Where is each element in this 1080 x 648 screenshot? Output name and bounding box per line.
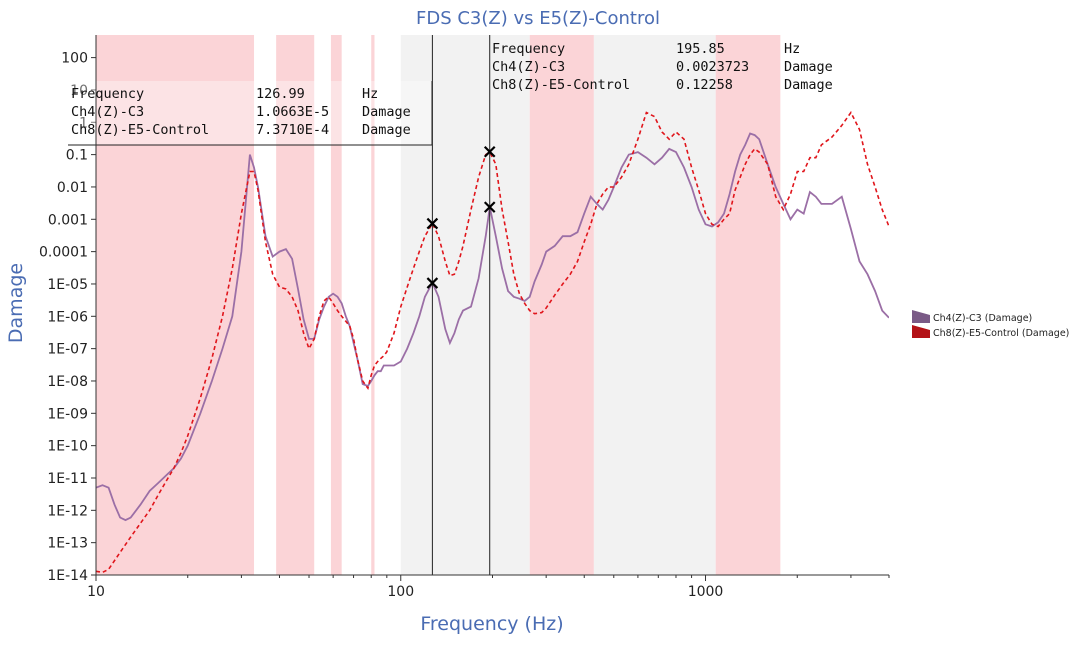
cursor-value: 7.3710E-4 (256, 122, 329, 138)
series-ch8-e5-control-line (96, 110, 889, 574)
legend: Ch4(Z)-C3 (Damage) Ch8(Z)-E5-Control (Dam… (912, 310, 1069, 339)
cursor-marker (483, 145, 496, 158)
cursor-marker (426, 277, 439, 289)
cursor-label: Ch8(Z)-E5-Control (71, 122, 209, 138)
cursor-marker (483, 201, 496, 213)
y-tick-label: 1E-06 (47, 309, 88, 325)
chart-title: FDS C3(Z) vs E5(Z)-Control (416, 8, 660, 29)
y-tick-label: 0.1 (66, 148, 88, 164)
y-tick-label: 1E-08 (47, 374, 88, 390)
cursor-marker-stroke (483, 201, 496, 213)
y-tick-label: 0.0001 (39, 245, 88, 261)
x-axis: 10 100 1000 (87, 575, 890, 600)
y-tick-label: 10 (70, 83, 88, 99)
cursor-unit: Damage (784, 59, 833, 75)
cursor-label: Frequency (71, 86, 144, 102)
y-tick-label: 1 (79, 115, 88, 131)
cursor-marker-stroke (426, 217, 439, 230)
legend-label: Ch8(Z)-E5-Control (Damage) (933, 328, 1069, 339)
legend-label: Ch4(Z)-C3 (Damage) (933, 313, 1032, 324)
y-tick-label: 0.01 (57, 180, 88, 196)
pink-band (715, 35, 781, 575)
cursor-marker (426, 217, 439, 230)
band-shading (96, 35, 781, 575)
y-tick-label: 1E-05 (47, 277, 88, 293)
series-lines (96, 110, 889, 574)
y-axis: 1E-14 1E-13 1E-12 1E-11 1E-10 1E-09 1E-08 1E-07… (39, 51, 96, 584)
cursor-marker-stroke (426, 277, 439, 289)
y-axis-label: Damage (5, 263, 27, 343)
grey-band (593, 35, 716, 575)
y-tick-label: 1E-10 (47, 439, 88, 455)
x-tick-label: 100 (387, 584, 414, 600)
y-tick-label: 1E-12 (47, 503, 88, 519)
legend-swatch (912, 310, 930, 323)
pink-band (371, 35, 375, 575)
x-axis-label: Frequency (Hz) (420, 613, 563, 635)
cursor-value: 0.0023723 (676, 59, 749, 75)
pink-band (330, 35, 342, 575)
cursor-value: 126.99 (256, 86, 305, 102)
cursor-box-bg (68, 81, 432, 145)
y-tick-label: 1E-13 (47, 536, 88, 552)
cursor-value: 1.0663E-5 (256, 104, 329, 120)
cursor-unit: Damage (362, 122, 411, 138)
series-ch4-c3-line (96, 132, 889, 522)
cursor-label: Ch8(Z)-E5-Control (492, 77, 630, 93)
cursor-unit: Damage (362, 104, 411, 120)
x-tick-label: 10 (87, 584, 105, 600)
cursor-label: Ch4(Z)-C3 (71, 104, 144, 120)
y-tick-label: 0.001 (48, 212, 88, 228)
y-tick-label: 100 (61, 51, 88, 67)
cursor-marker-stroke (483, 145, 496, 158)
y-tick-label: 1E-09 (47, 406, 88, 422)
pink-band (529, 35, 594, 575)
cursor-readouts: Frequency 126.99 Hz Ch4(Z)-C3 1.0663E-5 Damag… (68, 41, 833, 146)
cursor-unit: Damage (784, 77, 833, 93)
legend-swatch (912, 325, 930, 338)
cursor-label: Frequency (492, 41, 565, 57)
cursor-value: 195.85 (676, 41, 725, 57)
cursor-unit: Hz (362, 86, 378, 102)
cursor-label: Ch4(Z)-C3 (492, 59, 565, 75)
y-tick-label: 1E-11 (47, 471, 88, 487)
legend-item: Ch8(Z)-E5-Control (Damage) (912, 325, 1069, 339)
legend-item: Ch4(Z)-C3 (Damage) (912, 310, 1032, 324)
y-tick-label: 1E-07 (47, 342, 88, 358)
x-tick-label: 1000 (688, 584, 724, 600)
pink-band (96, 35, 255, 575)
y-tick-label: 1E-14 (47, 568, 88, 584)
cursor-unit: Hz (784, 41, 800, 57)
cursor-value: 0.12258 (676, 77, 733, 93)
